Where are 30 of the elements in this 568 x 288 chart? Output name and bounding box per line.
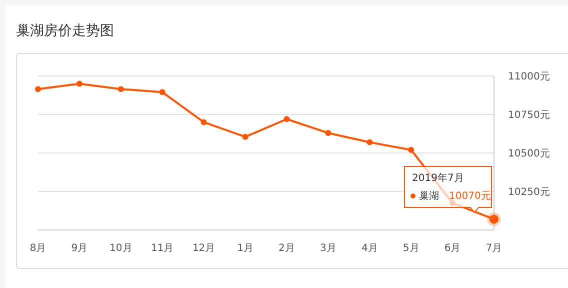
x-tick-label: 1月 <box>237 243 254 254</box>
x-tick-label: 5月 <box>402 243 420 254</box>
annotation: 2019年7月 <box>412 172 464 185</box>
x-tick-label: 9月 <box>71 243 88 254</box>
x-tick-label: 7月 <box>486 243 502 254</box>
point <box>200 119 207 126</box>
x-tick-label: 3月 <box>320 243 336 254</box>
legend-label: 巢湖 <box>419 190 439 203</box>
y-tick-label: 10250元 <box>508 187 550 198</box>
y-tick-label: 10750元 <box>508 110 550 122</box>
point <box>408 146 414 153</box>
x-tick-label: 4月 <box>361 243 378 254</box>
x-tick-label: 6月 <box>444 243 461 254</box>
point <box>325 130 332 136</box>
data-label: 10070元 <box>449 190 491 203</box>
x-tick-label: 11月 <box>150 243 174 254</box>
x-tick-label: 8月 <box>30 243 46 254</box>
point <box>118 86 124 92</box>
x-tick-label: 2月 <box>278 243 295 254</box>
point <box>35 86 41 92</box>
point <box>76 80 82 87</box>
point <box>159 89 166 96</box>
point <box>242 134 248 140</box>
point <box>284 116 290 122</box>
x-tick-label: 10月 <box>110 243 132 254</box>
chart-title: 巢湖房价走势图 <box>16 22 114 40</box>
point <box>366 139 373 146</box>
y-tick-label: 10500元 <box>508 148 550 160</box>
x-tick-label: 12月 <box>192 243 216 254</box>
y-tick-label: 11000元 <box>508 72 550 83</box>
